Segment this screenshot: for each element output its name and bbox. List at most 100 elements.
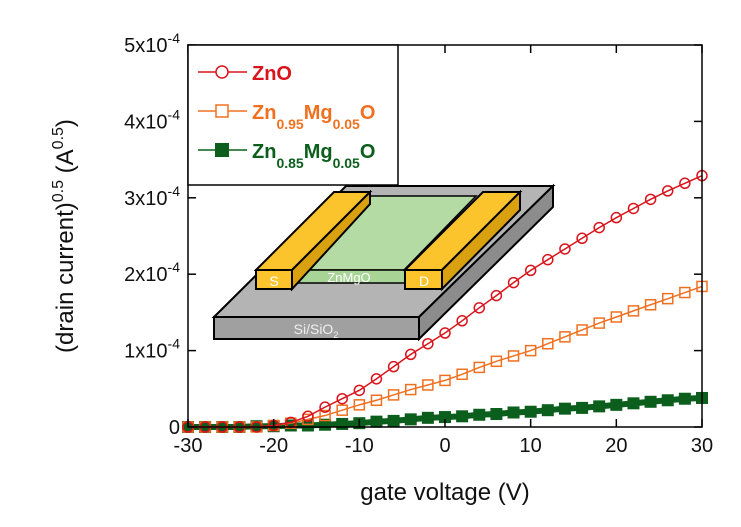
data-point [524, 264, 537, 277]
data-point [319, 409, 331, 422]
x-axis-label: gate voltage (V) [360, 479, 529, 506]
data-point [370, 415, 383, 428]
data-point [679, 286, 691, 299]
data-point [353, 399, 366, 411]
data-point [559, 331, 571, 343]
legend-marker [215, 65, 229, 79]
x-tick-label: -20 [259, 435, 288, 457]
data-point [302, 410, 314, 423]
data-point [610, 211, 623, 224]
y-tick-label: 3x10-4 [124, 183, 180, 210]
data-point [576, 324, 588, 336]
y-tick-label: 1x10-4 [124, 336, 180, 363]
y-tick-label: 5x10-4 [124, 30, 180, 57]
data-point [336, 417, 349, 430]
legend-item-1: Zn0.95Mg0.05O [198, 102, 375, 132]
legend-label: ZnO [252, 63, 292, 85]
data-point [319, 401, 331, 413]
data-point [490, 355, 503, 368]
x-tick-label: 20 [605, 435, 627, 457]
data-point [627, 305, 640, 317]
data-point [370, 394, 383, 407]
data-point [422, 379, 434, 391]
data-point [387, 389, 400, 401]
data-point [473, 408, 486, 421]
y-tick-label: 0 [169, 417, 180, 439]
data-point [439, 327, 451, 339]
legend-marker [215, 143, 229, 157]
data-point [387, 414, 400, 427]
axis-ticks: -30 -20 -10 0 10 20 30 0 1x10-4 2x10-4 3x10-4 4x10-… [124, 30, 713, 457]
x-tick-label: 10 [520, 435, 542, 457]
data-point [404, 383, 417, 396]
data-point [542, 337, 554, 350]
substrate-label: Si/SiO2 [294, 321, 339, 340]
data-point [576, 232, 588, 245]
data-point [301, 419, 314, 432]
drain-front [404, 269, 443, 290]
data-point [559, 243, 571, 255]
device-schematic-inset: S D ZnMgO Si/SiO2 [211, 183, 556, 342]
data-point [507, 406, 520, 419]
data-point [473, 361, 486, 374]
data-point [678, 392, 691, 405]
data-point [404, 413, 417, 426]
data-point [558, 402, 571, 415]
data-point [524, 405, 537, 418]
data-point [576, 401, 589, 414]
data-point [422, 337, 434, 350]
legend-marker [215, 104, 229, 118]
source-front [255, 269, 293, 290]
data-point [542, 253, 554, 266]
data-point [490, 408, 503, 421]
data-point [456, 315, 468, 327]
source-label: S [269, 273, 278, 289]
data-point [627, 202, 640, 215]
x-tick-label: -10 [345, 435, 374, 457]
data-point [353, 384, 366, 397]
data-point [661, 292, 674, 305]
data-point [593, 317, 605, 329]
drain-label: D [419, 273, 429, 289]
data-point [439, 411, 451, 424]
channel-label: ZnMgO [327, 270, 370, 285]
data-point [507, 350, 520, 362]
data-point [370, 373, 383, 385]
data-point [610, 311, 623, 323]
data-point [679, 177, 691, 190]
data-point [524, 344, 537, 357]
data-point [302, 413, 314, 426]
data-point [336, 392, 348, 405]
legend-item-0: ZnO [198, 63, 292, 85]
y-tick-label: 4x10-4 [124, 106, 180, 133]
data-point [644, 193, 657, 206]
data-point [610, 398, 623, 411]
legend-label: Zn0.85Mg0.05O [252, 141, 375, 171]
x-tick-label: -30 [174, 435, 203, 457]
legend-label: Zn0.95Mg0.05O [252, 102, 375, 132]
legend-item-2: Zn0.85Mg0.05O [198, 141, 375, 171]
data-point [404, 348, 417, 361]
data-point [250, 420, 263, 433]
data-point [439, 374, 451, 387]
data-point [490, 289, 503, 302]
data-point [507, 276, 520, 289]
data-point [421, 411, 434, 424]
x-tick-label: 0 [439, 435, 450, 457]
data-point [387, 360, 400, 373]
substrate-front [213, 316, 420, 340]
data-point [456, 410, 469, 423]
y-tick-label: 2x10-4 [124, 259, 180, 286]
data-point [593, 221, 605, 234]
legend: ZnO Zn0.95Mg0.05O Zn0.85Mg0.05O [187, 44, 399, 186]
data-point [661, 394, 674, 407]
data-point [661, 185, 674, 197]
data-point [627, 397, 640, 410]
data-point [473, 302, 486, 314]
data-point [456, 368, 468, 381]
data-point [644, 395, 657, 408]
y-axis-label: (drain current)0.5 (A0.5) [50, 119, 79, 353]
data-point [644, 299, 657, 311]
x-tick-label: 30 [691, 435, 713, 457]
